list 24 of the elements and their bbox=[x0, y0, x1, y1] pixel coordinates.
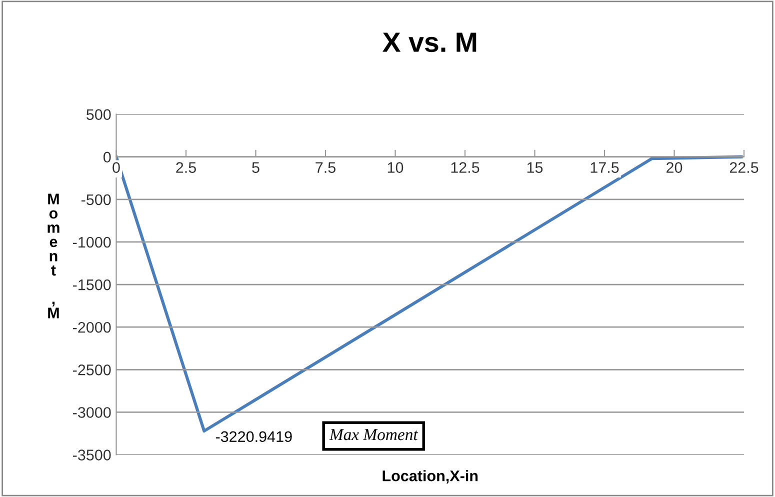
x-tick-label: 2.5 bbox=[176, 162, 196, 173]
x-axis-title: Location,X-in bbox=[382, 470, 478, 484]
annotation: Max Moment bbox=[329, 429, 418, 440]
x-tick-label: 5 bbox=[252, 162, 260, 173]
y-tick-label: -1500 bbox=[72, 279, 111, 290]
x-tick-label: 10 bbox=[388, 162, 404, 173]
x-tick-label: 20 bbox=[666, 162, 682, 173]
x-tick-label: 15 bbox=[527, 162, 543, 173]
chart-title: X vs. M bbox=[382, 32, 476, 52]
text: Moment ,M bbox=[48, 194, 60, 318]
y-tick-label: 0 bbox=[103, 152, 111, 163]
annotation: -3220.9419 bbox=[216, 431, 292, 442]
y-tick-label: 500 bbox=[86, 109, 111, 120]
x-tick-label: 17.5 bbox=[590, 162, 619, 173]
x-tick-label: 12.5 bbox=[451, 162, 480, 173]
y-tick-label: -1000 bbox=[72, 236, 111, 248]
x-tick-label: 0 bbox=[112, 162, 120, 173]
y-tick-label: -2500 bbox=[72, 364, 111, 376]
y-tick-label: -3500 bbox=[72, 450, 111, 460]
y-tick-label: -2000 bbox=[72, 322, 111, 333]
x-tick-label: 7.5 bbox=[316, 162, 336, 173]
x-tick-label: 22.5 bbox=[730, 162, 758, 173]
y-tick-label: -500 bbox=[81, 194, 111, 206]
y-tick-label: -3000 bbox=[72, 407, 111, 418]
